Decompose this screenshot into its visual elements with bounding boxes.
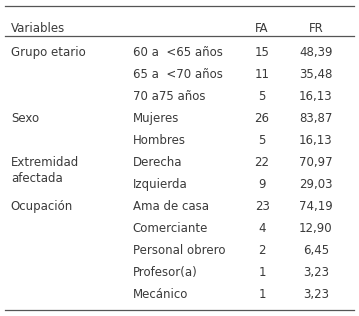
Text: 2: 2: [258, 244, 266, 257]
Text: 6,45: 6,45: [303, 244, 329, 257]
Text: 5: 5: [258, 134, 266, 147]
Text: 29,03: 29,03: [299, 178, 333, 191]
Text: 65 a  <70 años: 65 a <70 años: [133, 68, 223, 81]
Text: Ocupación: Ocupación: [11, 200, 73, 213]
Text: 35,48: 35,48: [299, 68, 332, 81]
Text: 60 a  <65 años: 60 a <65 años: [133, 46, 223, 59]
Text: Mujeres: Mujeres: [133, 112, 179, 125]
Text: Extremidad
afectada: Extremidad afectada: [11, 156, 79, 185]
Text: 11: 11: [255, 68, 270, 81]
Text: Hombres: Hombres: [133, 134, 186, 147]
Text: 3,23: 3,23: [303, 288, 329, 301]
Text: Profesor(a): Profesor(a): [133, 266, 197, 279]
Text: 16,13: 16,13: [299, 134, 333, 147]
Text: Comerciante: Comerciante: [133, 222, 208, 235]
Text: Variables: Variables: [11, 22, 65, 35]
Text: Personal obrero: Personal obrero: [133, 244, 225, 257]
Text: 15: 15: [255, 46, 270, 59]
Text: 12,90: 12,90: [299, 222, 333, 235]
Text: FR: FR: [308, 22, 323, 35]
Text: Grupo etario: Grupo etario: [11, 46, 85, 59]
Text: FA: FA: [255, 22, 269, 35]
Text: 83,87: 83,87: [299, 112, 332, 125]
Text: 16,13: 16,13: [299, 90, 333, 103]
Text: 5: 5: [258, 90, 266, 103]
Text: 23: 23: [255, 200, 270, 213]
Text: Mecánico: Mecánico: [133, 288, 188, 301]
Text: Ama de casa: Ama de casa: [133, 200, 209, 213]
Text: Sexo: Sexo: [11, 112, 39, 125]
Text: 70 a75 años: 70 a75 años: [133, 90, 205, 103]
Text: 70,97: 70,97: [299, 156, 333, 169]
Text: 1: 1: [258, 288, 266, 301]
Text: 26: 26: [255, 112, 270, 125]
Text: 4: 4: [258, 222, 266, 235]
Text: 1: 1: [258, 266, 266, 279]
Text: 3,23: 3,23: [303, 266, 329, 279]
Text: 48,39: 48,39: [299, 46, 333, 59]
Text: Izquierda: Izquierda: [133, 178, 188, 191]
Text: 9: 9: [258, 178, 266, 191]
Text: 22: 22: [255, 156, 270, 169]
Text: Derecha: Derecha: [133, 156, 182, 169]
Text: 74,19: 74,19: [299, 200, 333, 213]
